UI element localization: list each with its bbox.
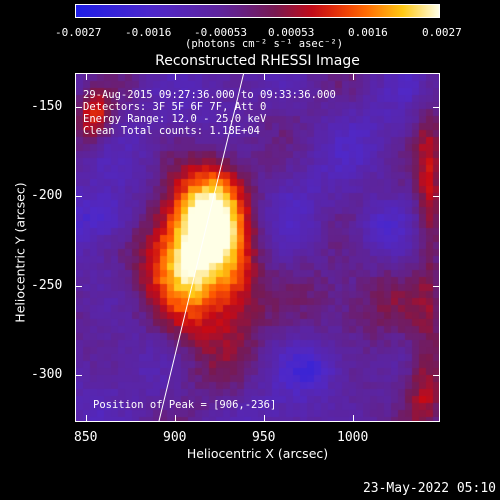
info-energy-range: Energy Range: 12.0 - 25.0 keV (83, 113, 267, 125)
info-peak-position: Position of Peak = [906,-236] (93, 399, 277, 411)
y-axis-label: Heliocentric Y (arcsec) (12, 182, 28, 323)
info-clean-counts: Clean Total counts: 1.18E+04 (83, 125, 261, 137)
colorbar-tick-label: 0.0016 (348, 26, 388, 39)
colorbar-tick-label: 0.00053 (268, 26, 315, 39)
y-tick-label: -150 (31, 99, 63, 114)
x-tick-label: 900 (163, 430, 187, 445)
colorbar-tick-label: -0.00053 (194, 26, 247, 39)
solar-limb-overlay (158, 74, 245, 421)
solar-limb-line (158, 74, 245, 421)
x-tick-label: 850 (74, 430, 98, 445)
footer-timestamp: 23-May-2022 05:10 (362, 481, 496, 496)
x-tick-label: 1000 (337, 430, 369, 445)
x-axis-label: Heliocentric X (arcsec) (186, 446, 329, 461)
rhessi-image-plot: 29-Aug-2015 09:27:36.000 to 09:33:36.000… (75, 73, 440, 422)
colorbar (75, 4, 440, 18)
y-tick-label: -250 (31, 278, 63, 293)
colorbar-tick-label: 0.0027 (422, 26, 462, 39)
x-tick-label: 950 (252, 430, 276, 445)
y-tick-label: -300 (31, 367, 63, 382)
y-tick-label: -200 (31, 188, 63, 203)
info-detectors: Detectors: 3F 5F 6F 7F, Att 0 (83, 101, 267, 113)
colorbar-unit-label: (photons cm⁻² s⁻¹ asec⁻²) (185, 38, 344, 50)
colorbar-tick-label: -0.0016 (125, 26, 172, 39)
rhessi-image (76, 74, 439, 421)
plot-title: Reconstructed RHESSI Image (155, 53, 360, 69)
colorbar-tick-label: -0.0027 (55, 26, 102, 39)
info-time-range: 29-Aug-2015 09:27:36.000 to 09:33:36.000 (83, 89, 336, 101)
